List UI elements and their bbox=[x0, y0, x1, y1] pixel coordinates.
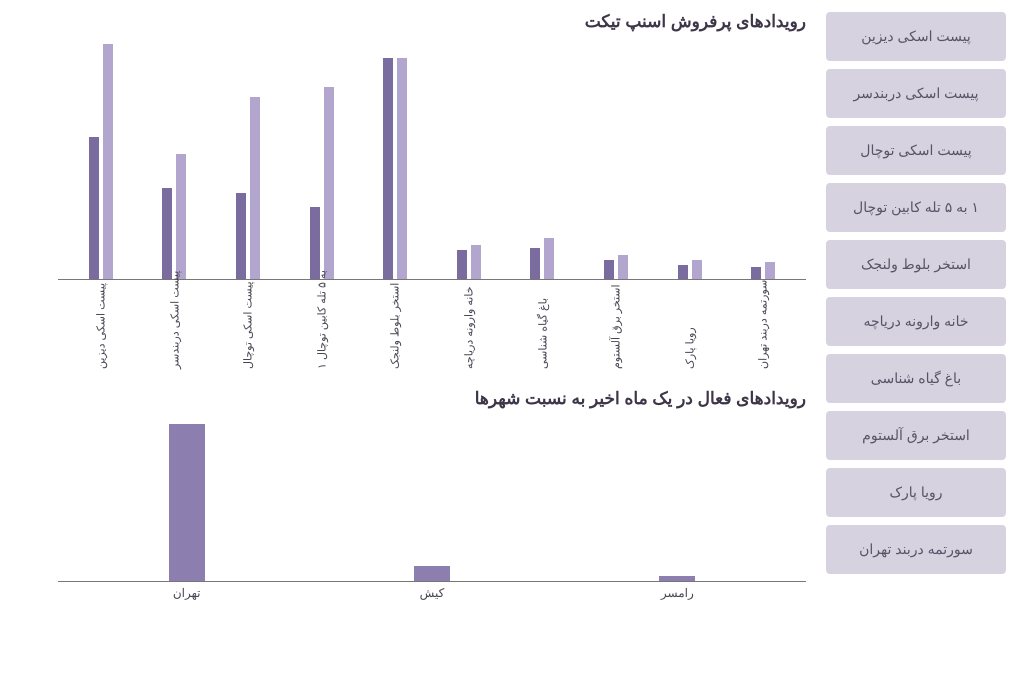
chart1-group-2 bbox=[215, 97, 281, 279]
chart1-xlabel-6: باغ گیاه شناسی bbox=[510, 284, 576, 369]
chart1-group-4 bbox=[362, 58, 428, 279]
sidebar-item-7[interactable]: استخر برق آلستوم bbox=[826, 411, 1006, 460]
chart2-group-1 bbox=[313, 566, 550, 581]
chart2-bar-0 bbox=[169, 424, 205, 581]
chart1-xlabel-7: استخر برق آلستوم bbox=[583, 284, 649, 369]
chart2-title: رویدادهای فعال در یک ماه اخیر به نسبت شه… bbox=[58, 389, 806, 409]
chart1-bar-s1-c3 bbox=[324, 87, 334, 279]
sidebar: پیست اسکی دیزین پیست اسکی دربندسر پیست اسک… bbox=[826, 12, 1006, 666]
chart1-xlabel-0: پیست اسکی دیزین bbox=[68, 284, 134, 369]
chart1-bar-s1-c6 bbox=[544, 238, 554, 279]
chart1-bar-s0-c9 bbox=[751, 267, 761, 279]
sidebar-item-label: استخر بلوط ولنجک bbox=[861, 256, 971, 272]
chart1-title: رویدادهای پرفروش اسنپ تیکت bbox=[58, 12, 806, 32]
chart2-bar-1 bbox=[414, 566, 450, 581]
chart1-bar-s1-c2 bbox=[250, 97, 260, 279]
chart1-bar-s1-c4 bbox=[397, 58, 407, 279]
sidebar-item-2[interactable]: پیست اسکی توچال bbox=[826, 126, 1006, 175]
chart1-bar-s0-c8 bbox=[678, 265, 688, 279]
chart1-group-1 bbox=[142, 154, 208, 279]
sidebar-item-label: ۱ به ۵ تله کابین توچال bbox=[853, 199, 979, 215]
sidebar-item-label: پیست اسکی دربندسر bbox=[853, 85, 978, 101]
chart1-xlabel-8: رویا پارک bbox=[657, 284, 723, 369]
chart1-bar-s0-c2 bbox=[236, 193, 246, 279]
sidebar-item-label: استخر برق آلستوم bbox=[862, 427, 970, 443]
chart2-xlabel-1: کیش bbox=[313, 586, 550, 600]
chart1-xlabel-3: ۱ به ۵ تله کابین توچال bbox=[289, 284, 355, 369]
chart1-bar-s1-c5 bbox=[471, 245, 481, 279]
chart1-xlabel-4: استخر بلوط ولنجک bbox=[362, 284, 428, 369]
chart1-group-7 bbox=[583, 255, 649, 279]
sidebar-item-3[interactable]: ۱ به ۵ تله کابین توچال bbox=[826, 183, 1006, 232]
chart1-xlabel-1: پیست اسکی دربندسر bbox=[142, 284, 208, 369]
sidebar-item-label: خانه وارونه دریاچه bbox=[864, 313, 969, 329]
chart1-bar-s1-c0 bbox=[103, 44, 113, 279]
chart1-group-8 bbox=[657, 260, 723, 279]
sidebar-item-label: رویا پارک bbox=[889, 484, 942, 500]
sidebar-item-4[interactable]: استخر بلوط ولنجک bbox=[826, 240, 1006, 289]
chart1-group-0 bbox=[68, 44, 134, 279]
sidebar-item-label: پیست اسکی توچال bbox=[860, 142, 971, 158]
chart1-bar-s0-c7 bbox=[604, 260, 614, 279]
sidebar-item-1[interactable]: پیست اسکی دربندسر bbox=[826, 69, 1006, 118]
chart2-x-labels: تهران کیش رامسر bbox=[58, 586, 806, 600]
sidebar-item-label: سورتمه دربند تهران bbox=[859, 541, 973, 557]
sidebar-item-6[interactable]: باغ گیاه شناسی bbox=[826, 354, 1006, 403]
chart1-bar-s0-c4 bbox=[383, 58, 393, 279]
sidebar-item-label: باغ گیاه شناسی bbox=[871, 370, 961, 386]
chart2-bar-2 bbox=[659, 576, 695, 581]
chart1-bar-s1-c1 bbox=[176, 154, 186, 279]
chart1-xlabel-5: خانه وارونه دریاچه bbox=[436, 284, 502, 369]
chart1-xlabel-9: سورتمه دربند تهران bbox=[730, 284, 796, 369]
sidebar-item-0[interactable]: پیست اسکی دیزین bbox=[826, 12, 1006, 61]
chart1-group-3 bbox=[289, 87, 355, 279]
chart1-bar-s0-c6 bbox=[530, 248, 540, 279]
chart1-plot-area bbox=[58, 40, 806, 280]
chart2-group-0 bbox=[68, 424, 305, 581]
chart1-group-9 bbox=[730, 262, 796, 279]
active-events-by-city-chart: رویدادهای فعال در یک ماه اخیر به نسبت شه… bbox=[58, 389, 806, 600]
sidebar-item-5[interactable]: خانه وارونه دریاچه bbox=[826, 297, 1006, 346]
chart1-x-labels: پیست اسکی دیزینپیست اسکی دربندسرپیست اسک… bbox=[58, 284, 806, 369]
chart1-bar-s0-c1 bbox=[162, 188, 172, 279]
chart2-group-2 bbox=[559, 576, 796, 581]
chart1-bar-s1-c8 bbox=[692, 260, 702, 279]
chart1-xlabel-2: پیست اسکی توچال bbox=[215, 284, 281, 369]
main-content: رویدادهای پرفروش اسنپ تیکت پیست اسکی دیز… bbox=[18, 12, 826, 666]
sidebar-item-8[interactable]: رویا پارک bbox=[826, 468, 1006, 517]
chart1-bar-s0-c3 bbox=[310, 207, 320, 279]
bestseller-events-chart: رویدادهای پرفروش اسنپ تیکت پیست اسکی دیز… bbox=[58, 12, 806, 369]
chart1-group-5 bbox=[436, 245, 502, 279]
chart2-xlabel-0: تهران bbox=[68, 586, 305, 600]
sidebar-item-label: پیست اسکی دیزین bbox=[861, 28, 971, 44]
chart2-plot-area bbox=[58, 417, 806, 582]
chart1-bar-s0-c0 bbox=[89, 137, 99, 279]
sidebar-item-9[interactable]: سورتمه دربند تهران bbox=[826, 525, 1006, 574]
chart2-xlabel-2: رامسر bbox=[559, 586, 796, 600]
chart1-bar-s1-c9 bbox=[765, 262, 775, 279]
chart1-bar-s0-c5 bbox=[457, 250, 467, 279]
chart1-group-6 bbox=[510, 238, 576, 279]
chart1-bar-s1-c7 bbox=[618, 255, 628, 279]
